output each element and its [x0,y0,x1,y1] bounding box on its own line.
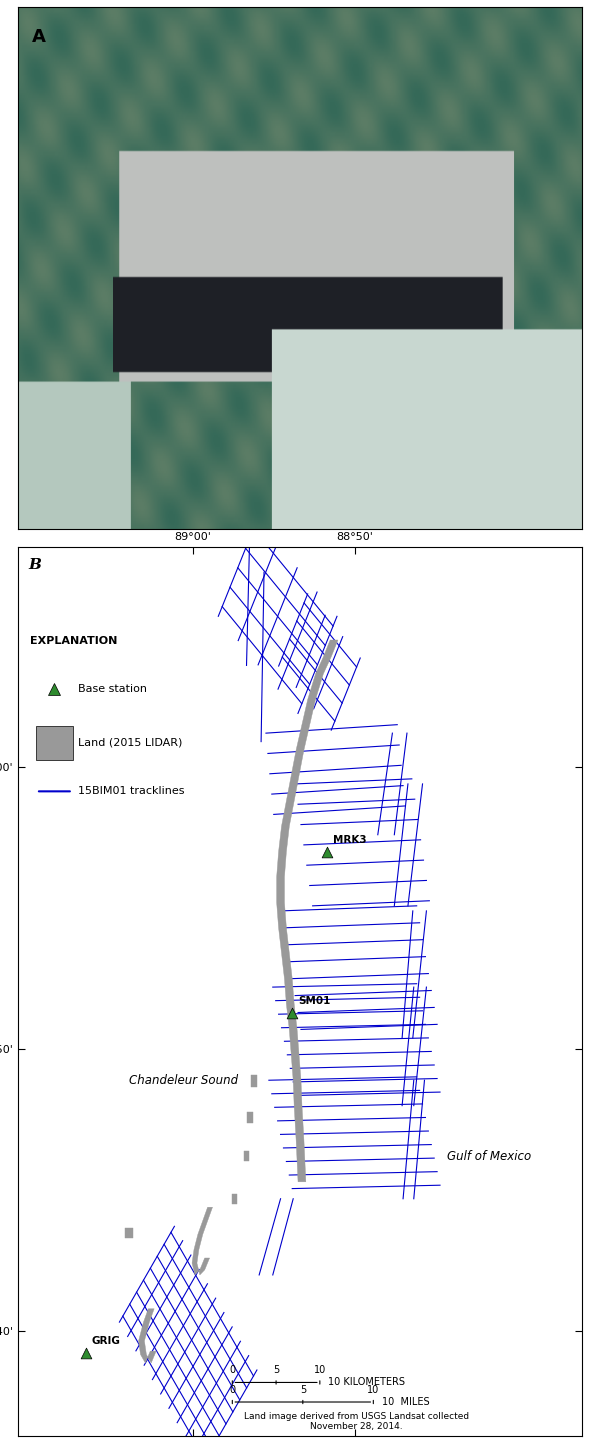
Point [287,1001,297,1025]
Polygon shape [125,1228,133,1238]
Text: MRK3: MRK3 [333,835,367,846]
Text: 0: 0 [229,1365,235,1375]
Point [81,1342,91,1365]
FancyBboxPatch shape [36,726,73,760]
Text: 10: 10 [314,1365,326,1375]
Text: 10  MILES: 10 MILES [382,1397,430,1407]
Text: Base station: Base station [79,684,148,694]
Polygon shape [277,641,338,1182]
Text: 5: 5 [273,1365,279,1375]
Text: EXPLANATION: EXPLANATION [31,636,118,646]
Text: 10: 10 [367,1385,379,1395]
Polygon shape [139,1309,156,1364]
Text: GRIG: GRIG [92,1336,121,1346]
Text: 5: 5 [299,1385,306,1395]
Text: B: B [28,557,41,571]
Text: 10 KILOMETERS: 10 KILOMETERS [328,1378,405,1388]
Polygon shape [247,1113,253,1123]
Polygon shape [244,1152,250,1162]
Text: Land image derived from USGS Landsat collected
November 28, 2014.: Land image derived from USGS Landsat col… [244,1411,469,1431]
Point [322,840,332,863]
Polygon shape [251,1075,257,1087]
Text: Chandeleur Sound: Chandeleur Sound [129,1074,238,1087]
Text: Land (2015 LIDAR): Land (2015 LIDAR) [79,737,183,747]
Text: A: A [32,27,46,46]
Text: Gulf of Mexico: Gulf of Mexico [448,1150,532,1163]
Text: 15BIM01 tracklines: 15BIM01 tracklines [79,786,185,797]
Polygon shape [232,1193,237,1203]
Polygon shape [192,1208,212,1276]
Text: SM01: SM01 [298,996,331,1006]
Text: 0: 0 [229,1385,235,1395]
